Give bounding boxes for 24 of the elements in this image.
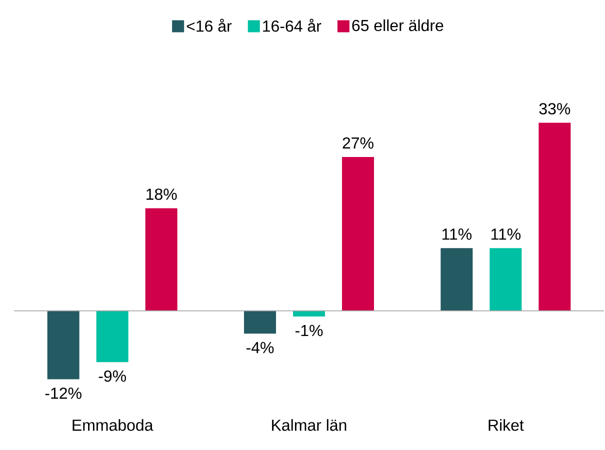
x-tick-label: Kalmar län [272, 419, 346, 431]
bar [293, 310, 326, 317]
legend-label: <16 år [186, 18, 232, 32]
data-label: -12% [45, 388, 82, 399]
bar [342, 156, 374, 311]
data-label: 11% [442, 228, 472, 240]
bar [490, 248, 522, 311]
bar [96, 310, 128, 362]
data-label: -4% [246, 342, 274, 354]
data-label: 33% [539, 103, 570, 114]
data-label: -1% [295, 324, 323, 336]
bar [244, 310, 276, 334]
data-label: 27% [342, 137, 374, 149]
data-label: -9% [98, 370, 126, 382]
legend-label: 65 eller äldre [352, 19, 444, 32]
x-tick-label: Riket [488, 419, 524, 431]
data-label: 18% [146, 188, 177, 200]
bar [47, 310, 80, 380]
bar [440, 248, 473, 311]
data-label: 11% [491, 228, 521, 240]
x-tick-label: Emmaboda [72, 419, 154, 431]
bar [145, 208, 178, 311]
bar [538, 122, 571, 311]
legend-label: 16-64 år [263, 18, 322, 32]
